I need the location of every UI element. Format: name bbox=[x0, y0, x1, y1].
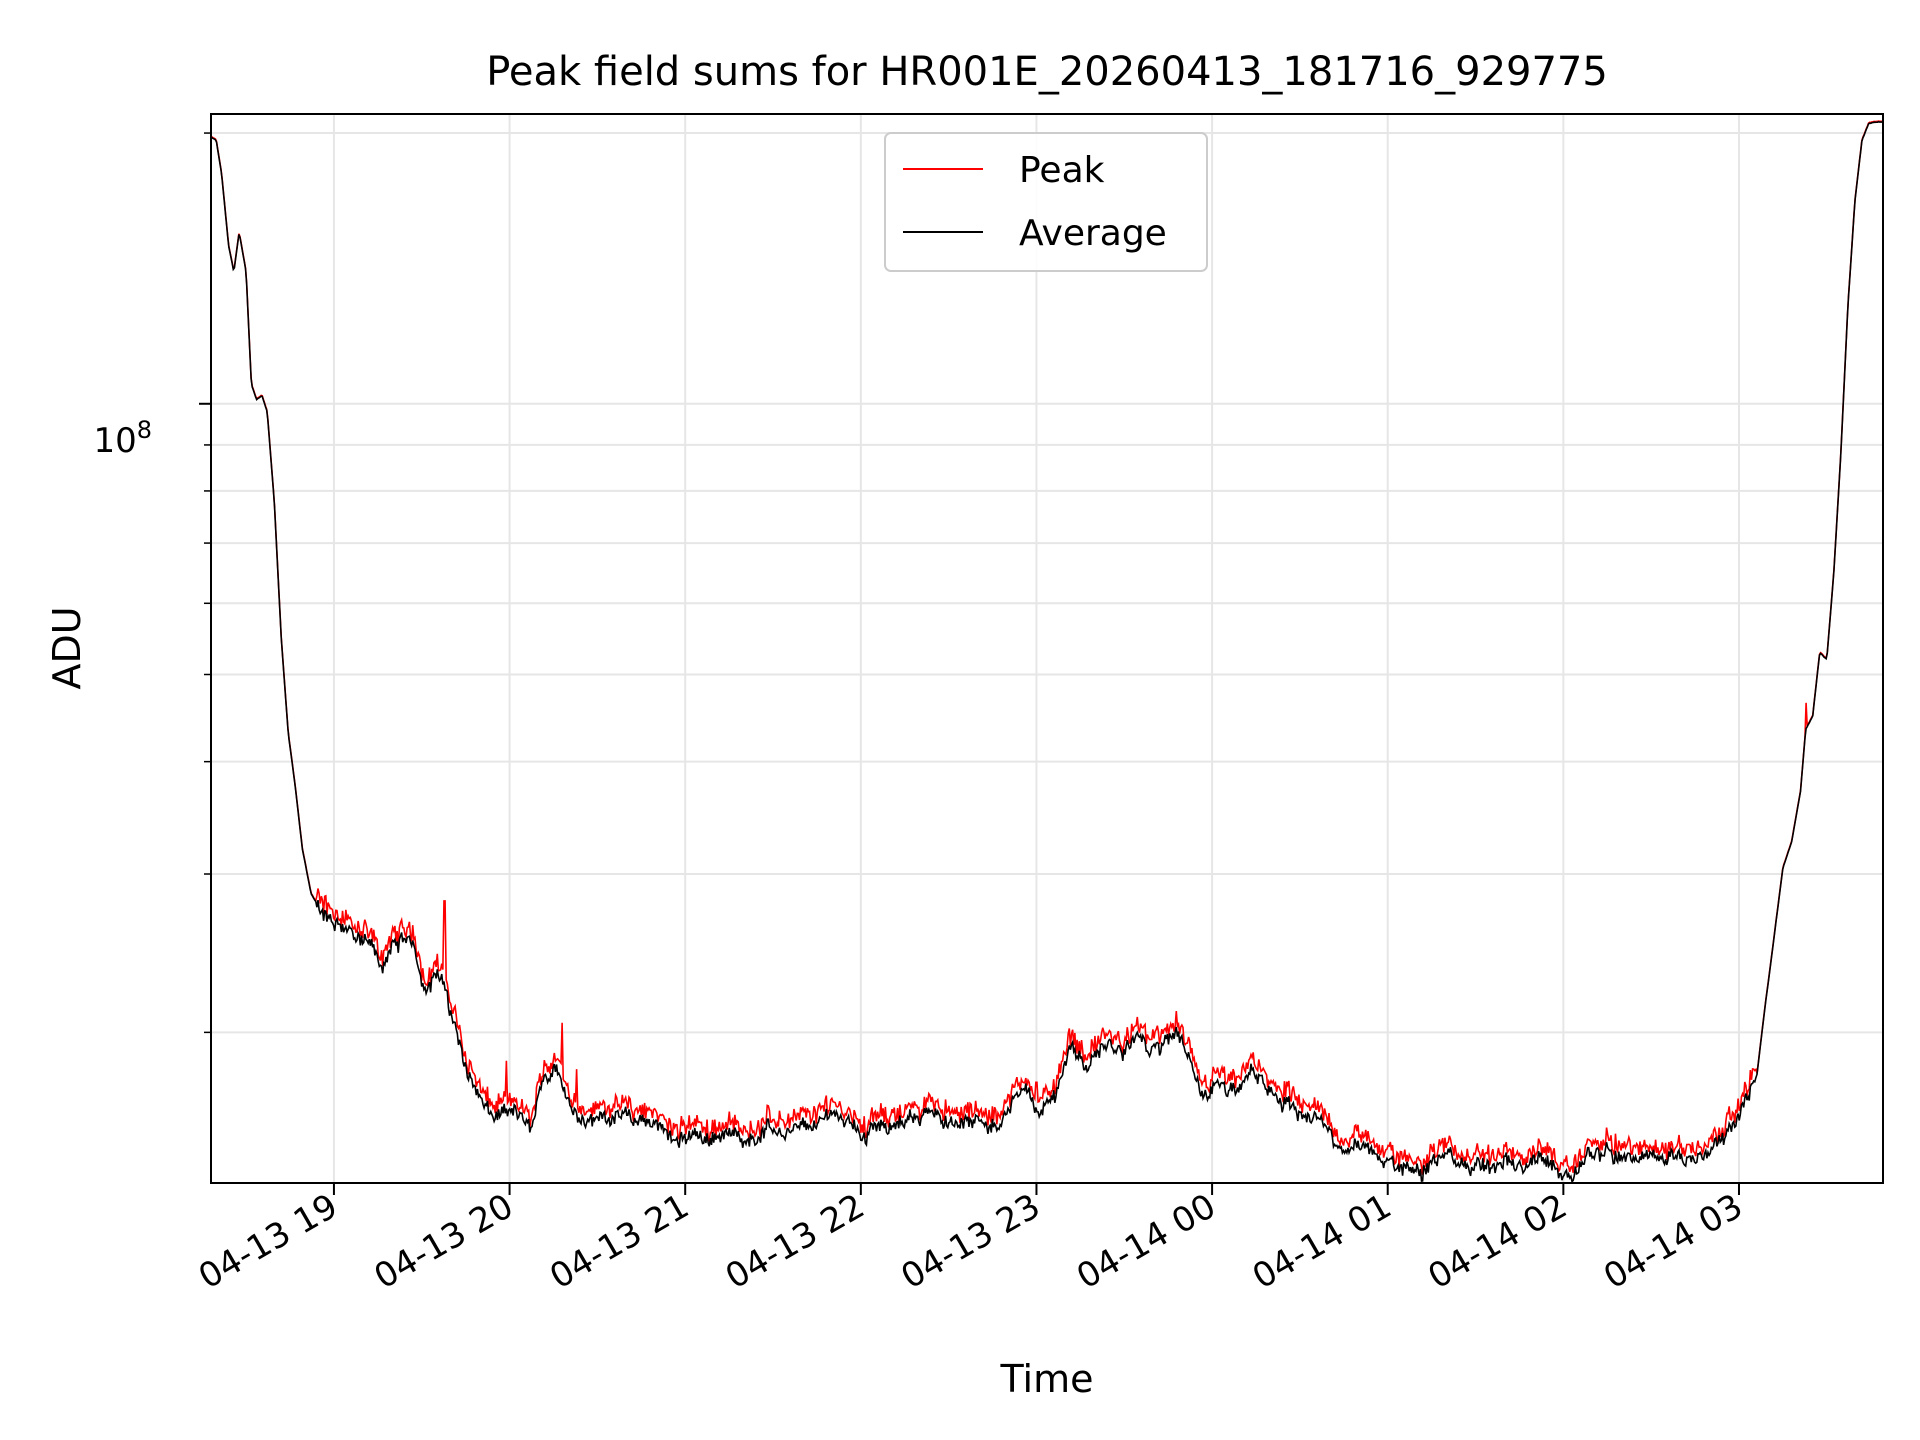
legend: Peak Average bbox=[884, 132, 1208, 272]
axes-frame bbox=[210, 113, 1884, 1184]
y-tick-label: 108 bbox=[93, 416, 152, 461]
y-axis-label: ADU bbox=[45, 606, 89, 689]
series-line-average bbox=[211, 120, 1883, 1183]
y-tick-exponent: 8 bbox=[137, 416, 152, 444]
grid bbox=[211, 114, 1883, 1183]
legend-label-average: Average bbox=[1019, 213, 1167, 254]
chart-title: Peak field sums for HR001E_20260413_1817… bbox=[486, 49, 1608, 95]
x-axis-label: Time bbox=[1000, 1357, 1094, 1401]
plot-area bbox=[211, 120, 1883, 1183]
series-line-peak bbox=[211, 120, 1883, 1175]
legend-box bbox=[884, 132, 1208, 272]
legend-label-peak: Peak bbox=[1019, 150, 1105, 191]
y-tick-base: 10 bbox=[93, 421, 136, 461]
